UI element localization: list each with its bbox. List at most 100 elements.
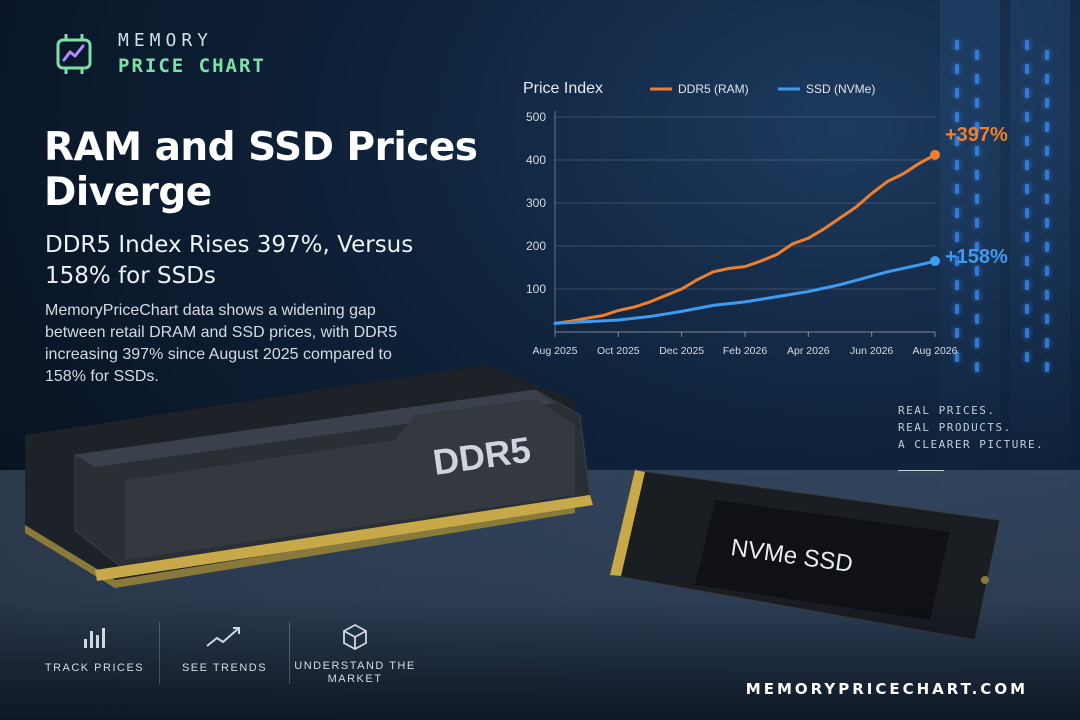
series-end-point: [930, 256, 940, 267]
server-light: [955, 232, 959, 242]
server-light: [955, 136, 959, 146]
server-light: [975, 98, 979, 108]
server-light: [955, 304, 959, 314]
tagline: REAL PRICES. REAL PRODUCTS. A CLEARER PI…: [898, 402, 1044, 453]
server-light: [955, 184, 959, 194]
server-light: [1025, 280, 1029, 290]
server-light: [1025, 352, 1029, 362]
feature-strip: TRACK PRICES SEE TRENDS UNDERSTAND THE M…: [30, 622, 420, 685]
chart-title: Price Index: [523, 80, 603, 97]
server-light: [955, 88, 959, 98]
feature-understand-market[interactable]: UNDERSTAND THE MARKET: [290, 622, 420, 685]
feature-label: TRACK PRICES: [44, 662, 145, 674]
server-light: [1025, 88, 1029, 98]
tagline-divider: [898, 470, 944, 471]
server-light: [1045, 146, 1049, 156]
trend-up-icon: [205, 627, 240, 647]
x-tick-label: Feb 2026: [723, 345, 768, 357]
server-light: [1025, 184, 1029, 194]
server-light: [955, 328, 959, 338]
server-light: [975, 170, 979, 180]
server-light: [955, 256, 959, 266]
x-tick-label: Oct 2025: [597, 345, 640, 357]
series-end-label: +397%: [945, 124, 1008, 146]
series-line-ssd: [553, 259, 937, 325]
server-light: [975, 338, 979, 348]
server-light: [1045, 362, 1049, 372]
bottom-fade: [0, 600, 1080, 720]
y-tick-label: 100: [526, 282, 546, 296]
server-light: [975, 314, 979, 324]
server-light: [1025, 160, 1029, 170]
server-light: [955, 112, 959, 122]
server-rack-backdrop: [940, 0, 1000, 520]
server-light: [1025, 232, 1029, 242]
server-light: [1025, 136, 1029, 146]
server-light: [975, 122, 979, 132]
server-light: [955, 40, 959, 50]
server-light: [975, 266, 979, 276]
server-light: [955, 352, 959, 362]
price-index-chart: Price Index DDR5 (RAM) SSD (NVMe) 100 200 300…: [523, 80, 1008, 357]
server-light: [975, 50, 979, 60]
server-light: [955, 280, 959, 290]
server-light: [955, 208, 959, 218]
server-light: [1045, 218, 1049, 228]
server-light: [1045, 98, 1049, 108]
server-light: [1025, 112, 1029, 122]
server-light: [975, 218, 979, 228]
server-light: [1025, 304, 1029, 314]
server-light: [1045, 290, 1049, 300]
brand-line-2: PRICE CHART: [118, 55, 266, 77]
server-light: [1045, 266, 1049, 276]
tagline-line-3: A CLEARER PICTURE.: [898, 438, 1045, 451]
server-light: [1045, 338, 1049, 348]
series-end-label: +158%: [945, 246, 1008, 268]
legend-label: DDR5 (RAM): [678, 82, 749, 96]
server-light: [975, 362, 979, 372]
feature-label: UNDERSTAND THE MARKET: [294, 660, 416, 685]
y-tick-label: 300: [526, 196, 546, 210]
subheadline: DDR5 Index Rises 397%, Versus 158% for S…: [45, 232, 414, 289]
server-light: [1045, 194, 1049, 204]
x-tick-label: Jun 2026: [850, 345, 893, 357]
x-tick-label: Apr 2026: [787, 345, 830, 357]
y-tick-label: 400: [526, 153, 546, 167]
server-rack-backdrop: [1010, 0, 1070, 520]
server-light: [975, 146, 979, 156]
feature-label: SEE TRENDS: [181, 662, 268, 674]
server-light: [955, 160, 959, 170]
x-tick-label: Dec 2025: [659, 345, 704, 357]
server-light: [1045, 242, 1049, 252]
x-tick-label: Aug 2026: [913, 345, 958, 357]
page-title: RAM and SSD Prices Diverge: [44, 125, 478, 215]
legend-label: SSD (NVMe): [806, 82, 875, 96]
server-light: [975, 290, 979, 300]
server-light: [1025, 208, 1029, 218]
server-light: [1045, 50, 1049, 60]
bar-chart-icon: [83, 628, 105, 648]
server-light: [955, 64, 959, 74]
server-light: [975, 74, 979, 84]
tagline-line-1: REAL PRICES.: [898, 404, 996, 417]
server-light: [1045, 170, 1049, 180]
server-light: [1025, 328, 1029, 338]
brand-logo[interactable]: MEMORY PRICE CHART: [52, 30, 266, 77]
feature-see-trends[interactable]: SEE TRENDS: [160, 622, 290, 684]
series-end-point: [930, 149, 940, 160]
server-light: [1045, 74, 1049, 84]
server-light: [975, 194, 979, 204]
series-line-ddr5: [553, 153, 937, 325]
cube-icon: [343, 623, 367, 650]
server-light: [1025, 64, 1029, 74]
nvme-ssd-drive: NVMe SSD: [609, 469, 1001, 641]
website-url[interactable]: MEMORYPRICECHART.COM: [745, 680, 1028, 698]
server-light: [1025, 256, 1029, 266]
article-summary: MemoryPriceChart data shows a widening g…: [45, 302, 398, 385]
server-light: [1045, 122, 1049, 132]
tagline-line-2: REAL PRODUCTS.: [898, 421, 1012, 434]
y-tick-label: 200: [526, 239, 546, 253]
server-light: [1025, 40, 1029, 50]
x-tick-label: Aug 2025: [533, 345, 578, 357]
feature-track-prices[interactable]: TRACK PRICES: [30, 622, 160, 684]
